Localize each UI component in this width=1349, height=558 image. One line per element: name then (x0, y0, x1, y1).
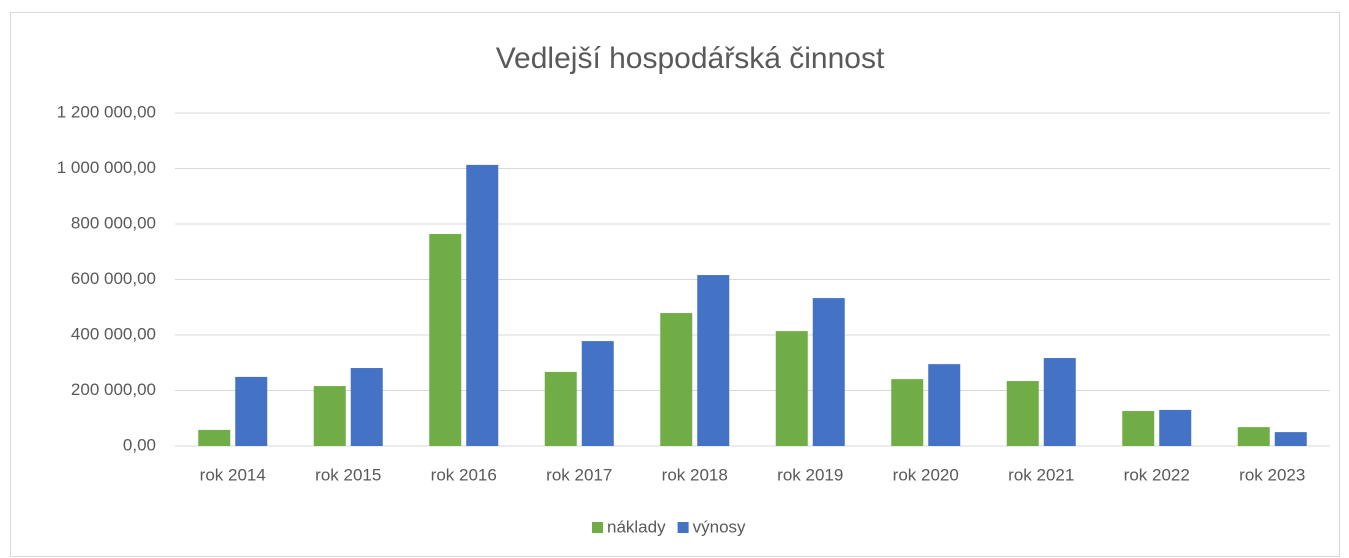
x-tick-label: rok 2015 (315, 465, 381, 484)
bar (313, 386, 346, 446)
x-tick-label: rok 2016 (431, 465, 497, 484)
y-tick-label: 600 000,00 (71, 269, 156, 288)
bar (812, 298, 845, 446)
x-tick-label: rok 2018 (662, 465, 728, 484)
y-tick-label: 1 200 000,00 (57, 102, 156, 121)
bar (1043, 358, 1076, 446)
y-tick-label: 0,00 (123, 435, 156, 454)
legend-swatch (592, 522, 603, 533)
x-tick-label: rok 2014 (200, 465, 266, 484)
bar (891, 379, 924, 446)
bar (350, 368, 383, 446)
bar (1122, 411, 1155, 446)
bar (1006, 381, 1039, 446)
legend-swatch (677, 522, 689, 533)
x-tick-label: rok 2017 (546, 465, 612, 484)
x-tick-label: rok 2022 (1124, 465, 1190, 484)
bar (1274, 432, 1307, 446)
chart-frame (10, 12, 1340, 557)
legend-label: výnosy (693, 517, 746, 536)
chart-title: Vedlejší hospodářská činnost (496, 42, 885, 75)
y-tick-label: 1 000 000,00 (57, 158, 156, 177)
bar (544, 371, 577, 446)
bar (198, 429, 231, 446)
x-tick-label: rok 2021 (1008, 465, 1074, 484)
x-tick-label: rok 2019 (777, 465, 843, 484)
bar (775, 331, 808, 446)
x-tick-label: rok 2023 (1239, 465, 1305, 484)
y-tick-label: 800 000,00 (71, 213, 156, 232)
y-tick-label: 400 000,00 (71, 324, 156, 343)
bar (697, 275, 730, 446)
bar (660, 313, 693, 446)
bar (581, 341, 614, 446)
bar (466, 164, 499, 446)
x-tick-label: rok 2020 (893, 465, 959, 484)
legend-label: náklady (607, 517, 666, 536)
bar (429, 233, 462, 446)
bar (928, 364, 961, 446)
bar (1237, 427, 1270, 446)
bar (235, 376, 268, 446)
bar (1159, 409, 1192, 446)
y-tick-label: 200 000,00 (71, 380, 156, 399)
